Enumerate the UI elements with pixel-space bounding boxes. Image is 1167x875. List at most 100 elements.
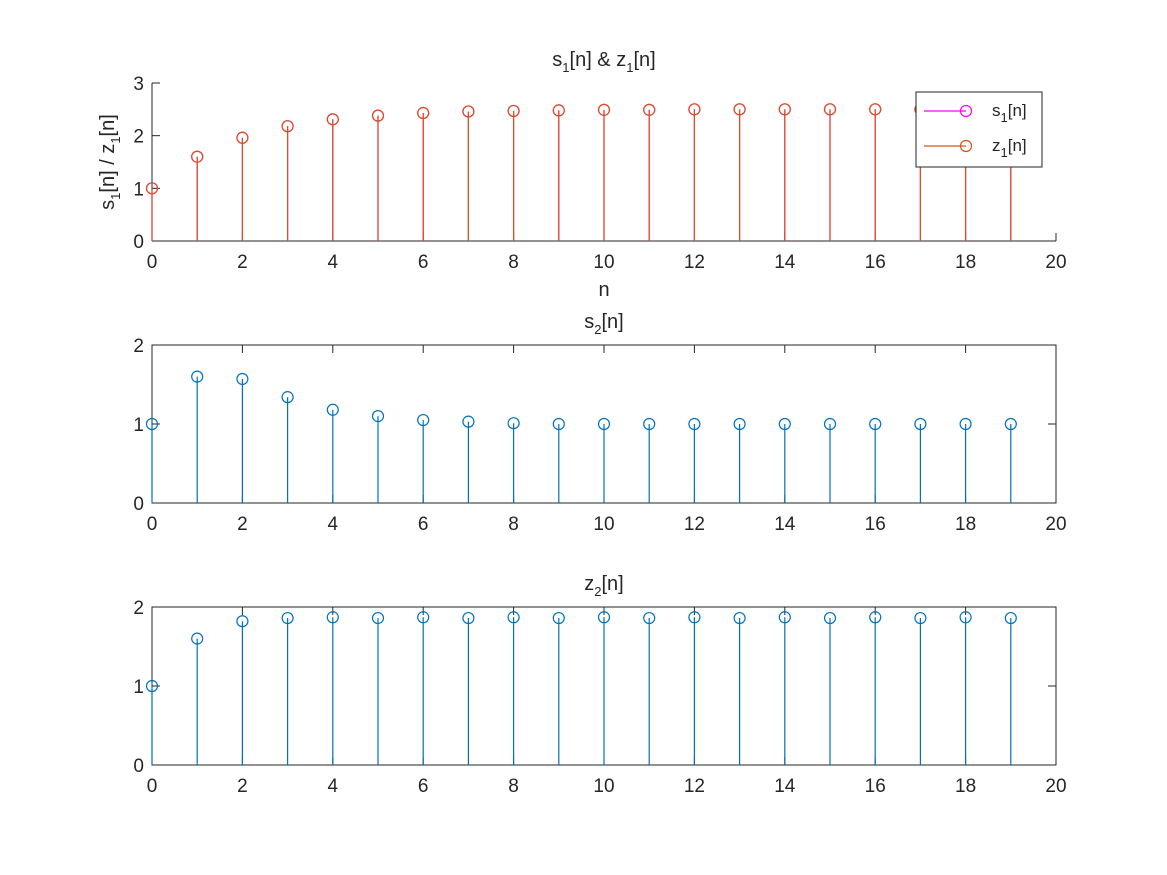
chart-title-base: s <box>552 49 562 71</box>
y-tick-label: 1 <box>133 415 144 436</box>
stem-marker <box>778 611 791 624</box>
legend-entry-sub: 1 <box>1001 145 1008 160</box>
stem-marker <box>959 611 972 624</box>
x-tick-label: 8 <box>508 514 519 535</box>
x-tick-label: 6 <box>418 776 429 797</box>
x-tick-label: 14 <box>774 252 796 273</box>
x-tick-label: 4 <box>328 252 339 273</box>
stem-marker <box>1004 611 1017 625</box>
stem-marker <box>462 611 475 625</box>
x-tick-label: 14 <box>774 776 796 797</box>
chart-title-base: s <box>584 311 594 333</box>
stem-marker <box>597 103 611 116</box>
stem-marker <box>191 370 204 383</box>
stem-marker <box>236 372 249 386</box>
x-tick-label: 10 <box>593 776 614 797</box>
stem-marker <box>869 611 882 624</box>
y-axis-label-sub: 1 <box>108 193 123 200</box>
stem-marker <box>778 417 791 431</box>
stem-marker <box>778 103 791 116</box>
legend-entry-tail: [n] <box>1008 136 1027 155</box>
legend: s1[n]z1[n] <box>915 91 1043 168</box>
y-axis-label-sub2: 1 <box>108 136 123 143</box>
x-tick-label: 14 <box>774 514 796 535</box>
y-tick-label: 1 <box>133 677 144 698</box>
stem-marker <box>597 417 611 431</box>
stem-marker <box>869 417 882 431</box>
legend-entry: s1[n] <box>992 101 1027 125</box>
y-tick-label: 2 <box>133 127 144 148</box>
x-tick-label: 20 <box>1045 514 1066 535</box>
stem-marker <box>823 611 837 625</box>
y-tick-label: 2 <box>133 336 144 357</box>
stem-marker <box>281 611 294 625</box>
x-tick-label: 12 <box>684 514 705 535</box>
stem-marker <box>1004 417 1017 431</box>
x-tick-label: 6 <box>418 252 429 273</box>
legend-entry-base: z <box>992 136 1001 155</box>
stem-marker <box>914 611 927 625</box>
legend-entry: z1[n] <box>992 136 1027 160</box>
y-axis-label: s1[n] / z1[n] <box>97 114 123 210</box>
stem-marker <box>281 120 294 133</box>
stem-marker <box>417 106 430 120</box>
chart-title-sub: 1 <box>562 60 569 75</box>
legend-entry-tail: [n] <box>1008 101 1027 120</box>
stem-marker <box>597 611 611 624</box>
chart-title: s2[n] <box>584 311 623 337</box>
stem-marker <box>507 104 520 118</box>
stem-marker <box>371 109 385 122</box>
chart-title-sub: 2 <box>594 322 601 337</box>
stem-marker <box>643 611 656 625</box>
stem-marker <box>869 103 882 116</box>
stem-marker <box>733 611 746 625</box>
x-tick-label: 20 <box>1045 252 1066 273</box>
stem-marker <box>823 417 837 431</box>
chart-title-sub: 2 <box>594 584 601 599</box>
x-tick-label: 12 <box>684 776 705 797</box>
stem-marker <box>914 417 927 431</box>
x-tick-label: 12 <box>684 252 705 273</box>
x-tick-label: 4 <box>328 514 339 535</box>
chart-title-base: z <box>584 573 594 595</box>
x-tick-label: 10 <box>593 514 614 535</box>
stem-marker <box>417 611 430 624</box>
stem-marker <box>959 417 972 431</box>
stem-marker <box>643 103 656 116</box>
stem-marker <box>643 417 656 431</box>
stem-marker <box>236 615 249 628</box>
stem-marker <box>145 679 159 693</box>
stem-marker <box>552 611 565 625</box>
x-tick-label: 18 <box>955 252 976 273</box>
y-tick-label: 0 <box>133 756 144 777</box>
x-tick-label: 8 <box>508 252 519 273</box>
stem-marker <box>145 182 159 195</box>
stem-marker <box>688 611 701 624</box>
stem-marker <box>371 611 385 625</box>
series-1 <box>145 370 1017 503</box>
y-tick-label: 0 <box>133 232 144 253</box>
stem-marker <box>552 417 565 431</box>
y-axis-label-base: s <box>97 200 119 210</box>
stem-marker <box>733 417 746 431</box>
legend-entry-base: s <box>992 101 1001 120</box>
chart-title: s1[n] & z1[n] <box>552 49 655 75</box>
x-tick-label: 16 <box>865 252 886 273</box>
x-tick-label: 2 <box>237 776 248 797</box>
y-tick-label: 1 <box>133 179 144 200</box>
legend-box <box>915 91 1043 168</box>
x-tick-label: 20 <box>1045 776 1066 797</box>
stem-marker <box>688 417 701 431</box>
x-tick-label: 8 <box>508 776 519 797</box>
x-tick-label: 0 <box>147 776 158 797</box>
y-tick-label: 3 <box>133 74 144 95</box>
stem-marker <box>191 632 204 645</box>
x-tick-label: 2 <box>237 252 248 273</box>
x-tick-label: 16 <box>865 776 886 797</box>
y-tick-label: 2 <box>133 598 144 619</box>
stem-marker <box>823 103 837 116</box>
